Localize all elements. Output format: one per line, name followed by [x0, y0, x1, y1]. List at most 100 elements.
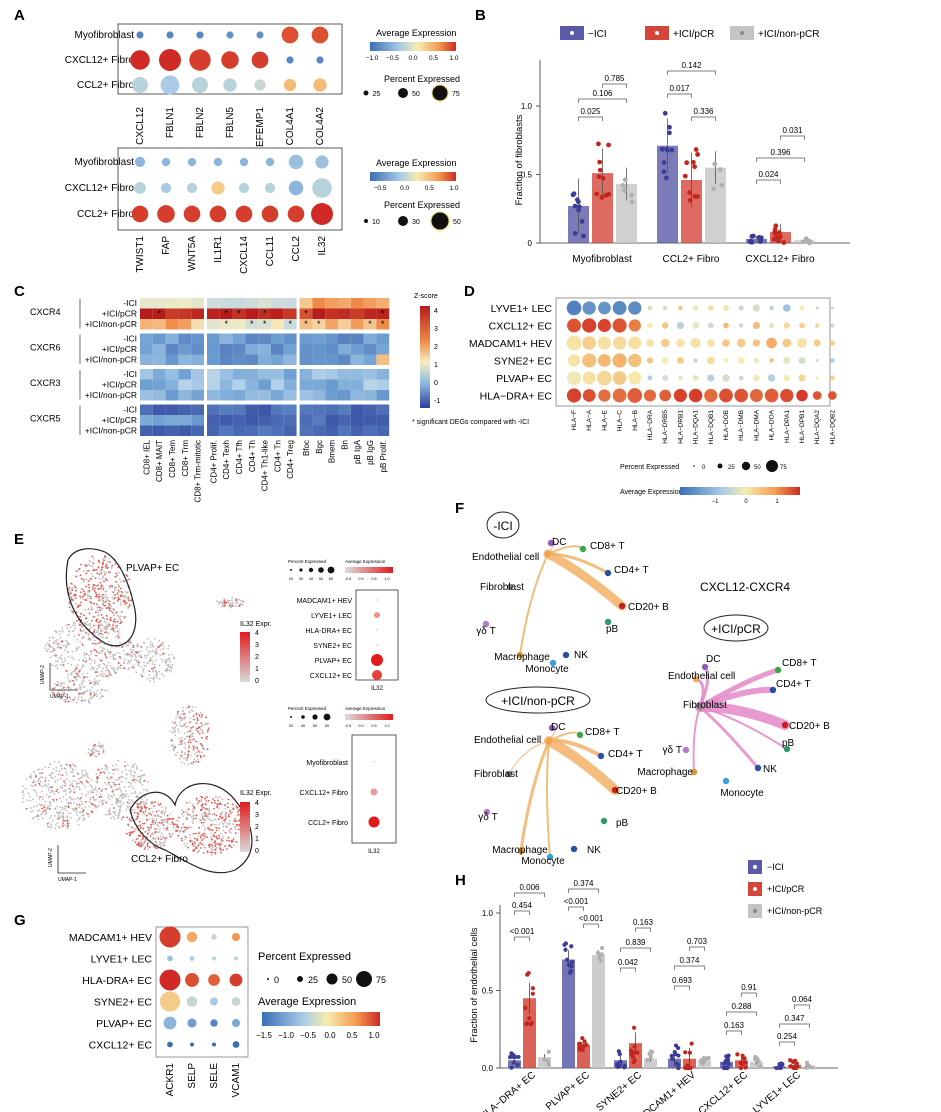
- heat-cell: [140, 333, 153, 344]
- e-plvap-label: PLVAP+ EC: [126, 563, 179, 574]
- umap-point: [85, 690, 88, 693]
- heat-cell: [219, 333, 233, 344]
- umap-point: [88, 559, 91, 562]
- umap-point: [167, 645, 170, 647]
- umap-point: [204, 827, 207, 829]
- umap-point: [64, 820, 67, 822]
- umap-point: [198, 715, 201, 718]
- point: [631, 1054, 636, 1060]
- color-tick: -0.5: [345, 724, 352, 728]
- umap-point: [179, 757, 181, 760]
- umap-point: [98, 632, 101, 634]
- umap-point: [108, 607, 111, 610]
- umap-point: [61, 814, 63, 817]
- umap-point: [187, 741, 190, 744]
- umap-point: [76, 664, 79, 666]
- umap-point: [54, 665, 57, 667]
- umap-point: [156, 847, 159, 850]
- umap-point: [134, 656, 137, 658]
- point: [569, 960, 575, 965]
- umap-point: [235, 841, 238, 843]
- umap-point: [203, 844, 205, 847]
- umap-point: [214, 795, 217, 798]
- umap-point: [44, 766, 47, 768]
- umap-point: [69, 764, 71, 767]
- umap-point: [123, 662, 125, 665]
- umap-point: [81, 588, 83, 591]
- umap-point: [100, 660, 103, 662]
- point: [530, 986, 535, 991]
- umap-point: [55, 798, 58, 801]
- umap-point: [50, 815, 53, 817]
- dot: [265, 157, 275, 167]
- point: [804, 1065, 809, 1070]
- umap-point: [184, 753, 186, 756]
- umap-point: [73, 621, 76, 624]
- umap-point: [45, 785, 48, 788]
- umap-point: [114, 767, 117, 770]
- bracket: [568, 906, 584, 911]
- umap-point: [205, 716, 208, 719]
- umap-point: [181, 750, 183, 752]
- umap-point: [112, 614, 115, 616]
- heat-cell: [258, 319, 271, 330]
- umap-point: [117, 594, 119, 596]
- heat-cell: [258, 333, 271, 344]
- umap-point: [90, 595, 92, 598]
- umap-point: [97, 587, 100, 590]
- point: [569, 964, 574, 969]
- dot: [566, 388, 582, 403]
- heat-cell: [140, 425, 153, 436]
- point: [606, 142, 612, 148]
- dot: [598, 301, 611, 315]
- heat-cell: [207, 298, 220, 309]
- gene-label: HLA−DMB: [738, 410, 745, 441]
- umap-point: [86, 773, 89, 776]
- umap-point: [193, 837, 196, 839]
- umap-point: [100, 795, 103, 798]
- umap-point: [162, 835, 165, 838]
- point: [582, 1039, 587, 1044]
- node-label: pB: [606, 624, 619, 635]
- node-label: CD20+ B: [789, 721, 830, 732]
- umap-point: [115, 626, 118, 629]
- dot: [312, 178, 332, 198]
- dot: [783, 374, 790, 382]
- umap-point: [63, 682, 65, 685]
- umap-point: [102, 751, 105, 754]
- panel-label-g: G: [14, 912, 26, 929]
- row-label: MADCAM1+ HEV: [297, 598, 353, 605]
- umap-point: [55, 641, 58, 644]
- umap-point: [83, 699, 86, 702]
- umap-point: [137, 660, 139, 663]
- umap-point: [133, 809, 136, 811]
- umap-point: [173, 657, 176, 659]
- color-tick: 0.5: [371, 724, 376, 728]
- umap-point: [207, 817, 210, 820]
- umap-point: [156, 831, 159, 834]
- umap-point: [221, 604, 224, 606]
- panel-a-top-frame: [117, 23, 343, 95]
- heat-cell: [376, 344, 390, 355]
- umap-point: [112, 623, 115, 626]
- edge: [692, 706, 701, 773]
- heat-cell: [376, 415, 390, 426]
- umap-point: [117, 662, 120, 664]
- heat-cell: [191, 333, 204, 344]
- umap-point: [235, 820, 237, 822]
- umap-point: [47, 648, 50, 651]
- umap-point: [139, 834, 142, 837]
- umap-point: [106, 566, 109, 568]
- dot: [210, 1019, 218, 1027]
- umap-point: [81, 595, 84, 598]
- umap-point: [213, 819, 215, 822]
- umap-point: [85, 811, 88, 814]
- point: [662, 110, 668, 116]
- dot: [628, 319, 641, 332]
- umap-point: [132, 800, 135, 803]
- node: [597, 752, 605, 760]
- umap-point: [98, 804, 100, 807]
- heat-cell: [325, 404, 338, 415]
- dot: [738, 375, 744, 381]
- umap-point: [79, 615, 81, 618]
